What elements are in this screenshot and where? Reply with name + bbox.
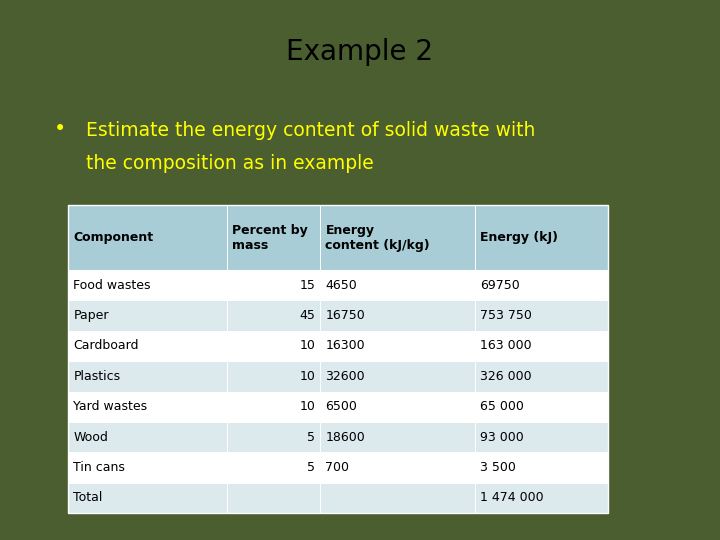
Text: the composition as in example: the composition as in example [86, 154, 374, 173]
FancyBboxPatch shape [320, 452, 475, 483]
Text: Energy
content (kJ/kg): Energy content (kJ/kg) [325, 224, 430, 252]
FancyBboxPatch shape [320, 270, 475, 300]
Text: Cardboard: Cardboard [73, 340, 139, 353]
Text: 3 500: 3 500 [480, 461, 516, 474]
FancyBboxPatch shape [227, 300, 320, 330]
Text: 6500: 6500 [325, 400, 357, 413]
FancyBboxPatch shape [227, 392, 320, 422]
FancyBboxPatch shape [68, 270, 227, 300]
Text: 93 000: 93 000 [480, 430, 524, 443]
Text: Wood: Wood [73, 430, 108, 443]
FancyBboxPatch shape [227, 452, 320, 483]
Text: 18600: 18600 [325, 430, 365, 443]
Text: 326 000: 326 000 [480, 370, 532, 383]
Text: 16750: 16750 [325, 309, 365, 322]
Text: 4650: 4650 [325, 279, 357, 292]
FancyBboxPatch shape [320, 422, 475, 452]
Text: 15: 15 [300, 279, 315, 292]
Text: 10: 10 [300, 340, 315, 353]
Text: 10: 10 [300, 400, 315, 413]
Text: Total: Total [73, 491, 103, 504]
FancyBboxPatch shape [227, 330, 320, 361]
FancyBboxPatch shape [227, 483, 320, 513]
Text: •: • [54, 119, 66, 139]
FancyBboxPatch shape [475, 422, 608, 452]
FancyBboxPatch shape [68, 361, 227, 392]
Text: 10: 10 [300, 370, 315, 383]
FancyBboxPatch shape [320, 483, 475, 513]
FancyBboxPatch shape [320, 361, 475, 392]
FancyBboxPatch shape [475, 205, 608, 270]
FancyBboxPatch shape [68, 205, 227, 270]
Text: 700: 700 [325, 461, 349, 474]
FancyBboxPatch shape [475, 270, 608, 300]
FancyBboxPatch shape [475, 361, 608, 392]
Text: Percent by
mass: Percent by mass [232, 224, 307, 252]
FancyBboxPatch shape [227, 270, 320, 300]
Text: 163 000: 163 000 [480, 340, 532, 353]
FancyBboxPatch shape [227, 422, 320, 452]
Text: Plastics: Plastics [73, 370, 120, 383]
FancyBboxPatch shape [320, 205, 475, 270]
FancyBboxPatch shape [68, 452, 227, 483]
FancyBboxPatch shape [227, 205, 320, 270]
FancyBboxPatch shape [320, 330, 475, 361]
FancyBboxPatch shape [227, 361, 320, 392]
FancyBboxPatch shape [68, 422, 227, 452]
Text: 69750: 69750 [480, 279, 520, 292]
FancyBboxPatch shape [475, 330, 608, 361]
FancyBboxPatch shape [475, 452, 608, 483]
FancyBboxPatch shape [320, 392, 475, 422]
FancyBboxPatch shape [475, 392, 608, 422]
Text: Estimate the energy content of solid waste with: Estimate the energy content of solid was… [86, 122, 536, 140]
Text: 32600: 32600 [325, 370, 365, 383]
FancyBboxPatch shape [68, 300, 227, 330]
Text: 45: 45 [300, 309, 315, 322]
Text: Tin cans: Tin cans [73, 461, 125, 474]
Text: Food wastes: Food wastes [73, 279, 151, 292]
FancyBboxPatch shape [68, 330, 227, 361]
Text: Component: Component [73, 231, 153, 244]
Text: Energy (kJ): Energy (kJ) [480, 231, 558, 244]
Text: 65 000: 65 000 [480, 400, 524, 413]
FancyBboxPatch shape [68, 392, 227, 422]
Text: 16300: 16300 [325, 340, 365, 353]
FancyBboxPatch shape [320, 300, 475, 330]
Text: 5: 5 [307, 461, 315, 474]
FancyBboxPatch shape [68, 483, 227, 513]
Text: 5: 5 [307, 430, 315, 443]
FancyBboxPatch shape [475, 300, 608, 330]
FancyBboxPatch shape [475, 483, 608, 513]
Text: 1 474 000: 1 474 000 [480, 491, 544, 504]
Text: Yard wastes: Yard wastes [73, 400, 148, 413]
Text: Paper: Paper [73, 309, 109, 322]
Text: Example 2: Example 2 [287, 38, 433, 66]
Text: 753 750: 753 750 [480, 309, 532, 322]
